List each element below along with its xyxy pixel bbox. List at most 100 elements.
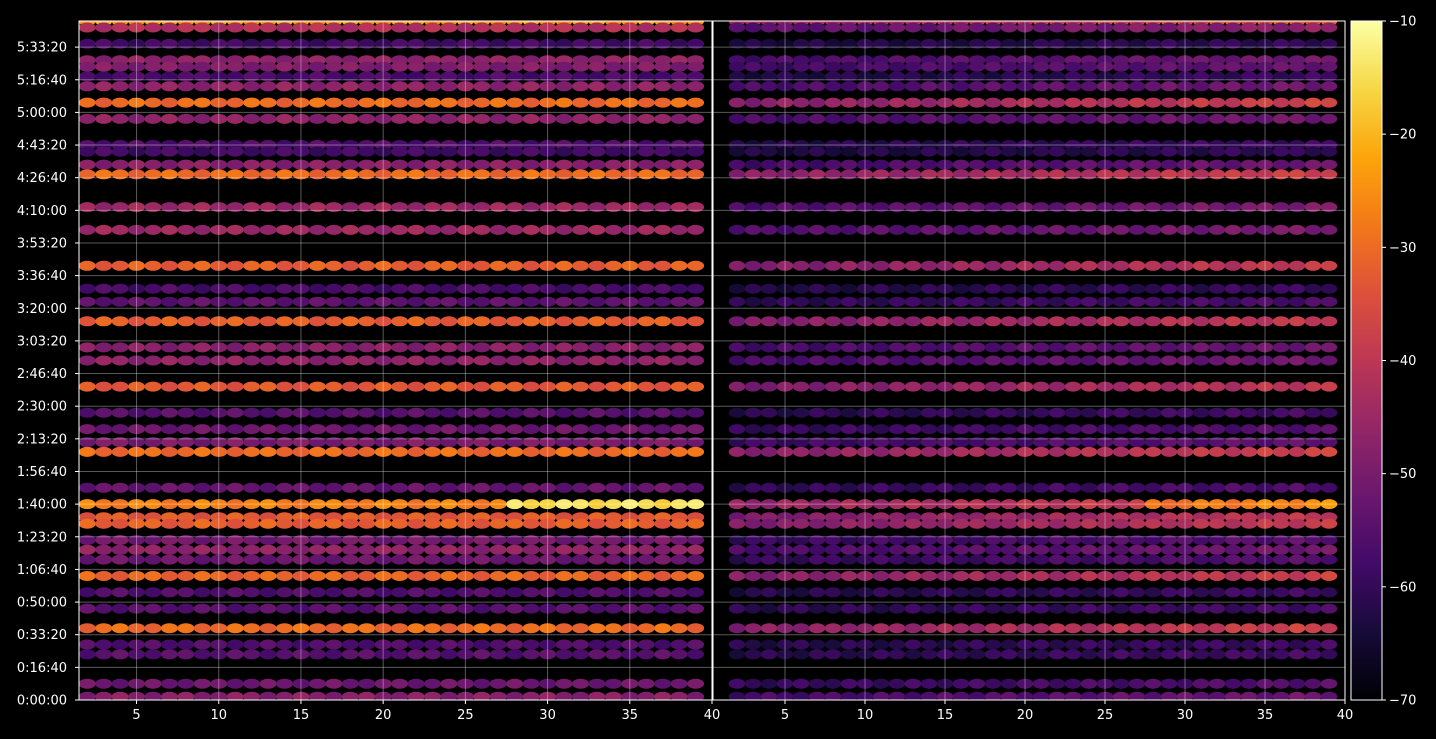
heatmap-cell xyxy=(1208,587,1226,598)
heatmap-cell xyxy=(555,407,573,418)
heatmap-cell xyxy=(824,159,842,170)
heatmap-cell xyxy=(1000,81,1018,92)
heatmap-cell xyxy=(1240,535,1258,545)
heatmap-cell xyxy=(456,649,474,660)
heatmap-cell xyxy=(984,587,1002,598)
heatmap-cell xyxy=(1320,316,1338,327)
heatmap-cell xyxy=(407,355,425,366)
heatmap-cell xyxy=(904,381,922,392)
heatmap-cell xyxy=(226,424,244,435)
heatmap-cell xyxy=(936,587,954,598)
heatmap-cell xyxy=(1208,603,1226,614)
heatmap-cell xyxy=(1048,342,1066,353)
heatmap-cell xyxy=(440,146,458,157)
heatmap-cell xyxy=(840,518,858,529)
heatmap-cell xyxy=(1240,544,1258,555)
heatmap-cell xyxy=(440,202,458,213)
heatmap-cell xyxy=(1144,342,1162,353)
heatmap-cell xyxy=(1288,146,1306,157)
heatmap-cell xyxy=(243,224,261,235)
heatmap-cell xyxy=(473,603,491,614)
heatmap-cell xyxy=(872,97,890,108)
heatmap-cell xyxy=(824,38,842,49)
heatmap-cell xyxy=(358,22,376,33)
heatmap-cell xyxy=(111,71,129,82)
heatmap-cell xyxy=(1032,499,1050,510)
heatmap-cell xyxy=(1080,38,1098,49)
heatmap-cell xyxy=(160,649,178,660)
heatmap-cell xyxy=(144,623,162,634)
heatmap-cell xyxy=(670,81,688,92)
heatmap-cell xyxy=(1128,71,1146,82)
heatmap-cell xyxy=(1016,97,1034,108)
heatmap-cell xyxy=(744,623,762,634)
heatmap-cell xyxy=(1000,202,1018,213)
heatmap-cell xyxy=(210,381,228,392)
heatmap-cell xyxy=(259,603,277,614)
heatmap-cell xyxy=(872,649,890,660)
heatmap-cell xyxy=(1016,639,1034,650)
heatmap-cell xyxy=(177,260,195,271)
heatmap-cell xyxy=(621,482,639,493)
heatmap-cell xyxy=(1096,446,1114,457)
heatmap-cell xyxy=(621,146,639,157)
heatmap-cell xyxy=(728,283,746,294)
heatmap-cell xyxy=(1208,169,1226,180)
heatmap-cell xyxy=(128,424,145,435)
heatmap-cell xyxy=(341,691,359,700)
heatmap-cell xyxy=(936,81,954,92)
heatmap-cell xyxy=(936,113,954,124)
heatmap-cell xyxy=(920,283,938,294)
heatmap-cell xyxy=(456,342,474,353)
heatmap-cell xyxy=(856,407,874,418)
heatmap-cell xyxy=(1304,446,1322,457)
heatmap-cell xyxy=(984,113,1002,124)
heatmap-cell xyxy=(588,61,606,72)
heatmap-cell xyxy=(1160,691,1178,700)
heatmap-cell xyxy=(728,535,746,545)
heatmap-cell xyxy=(1128,544,1146,555)
heatmap-cell xyxy=(1272,535,1290,545)
heatmap-cell xyxy=(160,224,178,235)
y-tick-label: 2:46:40 xyxy=(17,367,67,382)
heatmap-cell xyxy=(1016,355,1034,366)
heatmap-cell xyxy=(808,169,826,180)
heatmap-cell xyxy=(473,97,491,108)
heatmap-cell xyxy=(1240,260,1258,271)
heatmap-cell xyxy=(128,113,145,124)
heatmap-cell xyxy=(920,159,938,170)
heatmap-cell xyxy=(177,342,195,353)
heatmap-cell xyxy=(144,639,162,650)
heatmap-cell xyxy=(621,535,639,545)
heatmap-cell xyxy=(374,544,392,555)
heatmap-cell xyxy=(1112,437,1130,448)
heatmap-cell xyxy=(984,381,1002,392)
heatmap-cell xyxy=(292,316,310,327)
heatmap-cell xyxy=(744,159,762,170)
heatmap-cell xyxy=(79,316,96,327)
heatmap-cell xyxy=(1192,316,1210,327)
heatmap-cell xyxy=(226,81,244,92)
heatmap-cell xyxy=(1160,571,1178,581)
heatmap-cell xyxy=(888,113,906,124)
heatmap-cell xyxy=(760,678,778,689)
heatmap-cell xyxy=(210,355,228,366)
heatmap-cell xyxy=(1080,407,1098,418)
heatmap-cell xyxy=(1256,437,1274,448)
heatmap-cell xyxy=(341,407,359,418)
heatmap-cell xyxy=(1240,678,1258,689)
heatmap-cell xyxy=(144,649,162,660)
heatmap-cell xyxy=(872,296,890,307)
x-tick-label: 20 xyxy=(375,708,392,723)
heatmap-cell xyxy=(341,224,359,235)
heatmap-cell xyxy=(1128,554,1146,565)
heatmap-cell xyxy=(177,691,195,700)
heatmap-cell xyxy=(621,554,639,565)
heatmap-cell xyxy=(1320,159,1338,170)
heatmap-cell xyxy=(79,424,96,435)
heatmap-cell xyxy=(1304,535,1322,545)
heatmap-cell xyxy=(160,446,178,457)
heatmap-cell xyxy=(760,316,778,327)
heatmap-cell xyxy=(952,81,970,92)
heatmap-cell xyxy=(1000,691,1018,700)
